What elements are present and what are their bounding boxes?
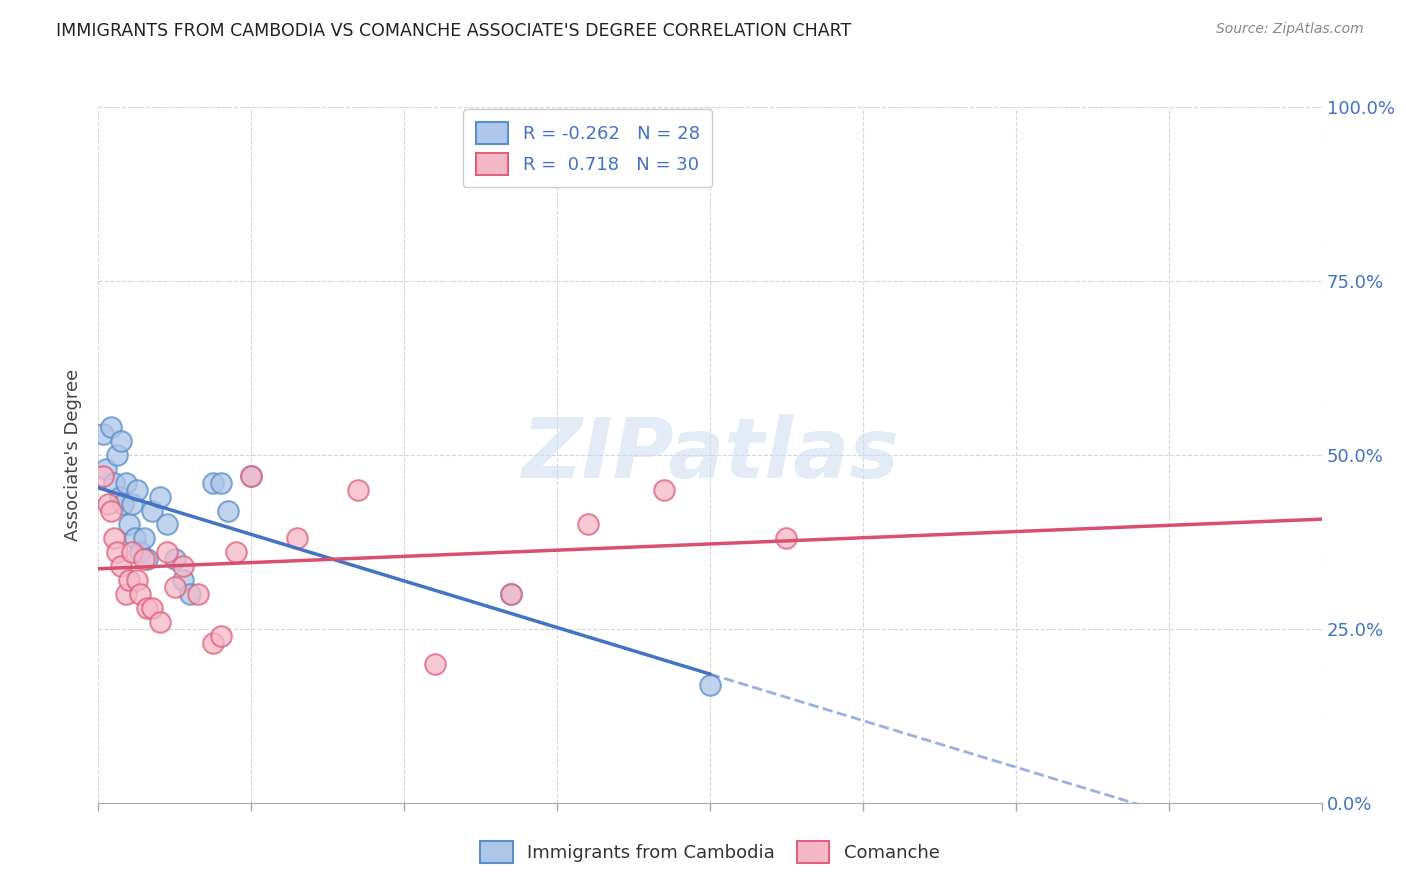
Text: IMMIGRANTS FROM CAMBODIA VS COMANCHE ASSOCIATE'S DEGREE CORRELATION CHART: IMMIGRANTS FROM CAMBODIA VS COMANCHE ASS… [56,22,852,40]
Point [172,573,194,587]
Point [225,545,247,559]
Y-axis label: Associate's Degree: Associate's Degree [65,368,83,541]
Point [136,552,159,566]
Point [108,490,131,504]
Point [501,587,523,601]
Point [136,601,159,615]
Point [141,503,163,517]
Point [134,532,156,546]
Point [163,552,186,566]
Point [118,517,141,532]
Point [202,636,225,650]
Point [134,552,156,566]
Text: Source: ZipAtlas.com: Source: ZipAtlas.com [1216,22,1364,37]
Point [125,573,148,587]
Point [285,532,308,546]
Point [240,468,263,483]
Point [118,573,141,587]
Point [121,545,143,559]
Point [110,434,132,448]
Point [209,475,232,490]
Point [240,468,263,483]
Point [115,587,138,601]
Point [423,657,446,671]
Point [115,475,138,490]
Point [149,490,172,504]
Point [156,517,179,532]
Text: ZIPatlas: ZIPatlas [522,415,898,495]
Point [699,677,721,691]
Point [576,517,599,532]
Point [91,427,114,442]
Point [103,532,125,546]
Point [156,545,179,559]
Point [94,462,117,476]
Point [100,420,122,434]
Point [91,468,114,483]
Point [128,545,150,559]
Point [347,483,370,497]
Point [125,483,148,497]
Point [97,497,120,511]
Point [187,587,209,601]
Point [105,448,128,462]
Point [124,532,146,546]
Point [111,497,134,511]
Point [652,483,675,497]
Point [163,580,186,594]
Point [775,532,797,546]
Point [501,587,523,601]
Point [209,629,232,643]
Legend: Immigrants from Cambodia, Comanche: Immigrants from Cambodia, Comanche [474,834,946,871]
Point [105,545,128,559]
Point [217,503,239,517]
Point [121,497,143,511]
Point [202,475,225,490]
Point [172,559,194,574]
Point [128,587,150,601]
Point [100,503,122,517]
Point [110,559,132,574]
Point [179,587,201,601]
Point [103,475,125,490]
Point [149,615,172,629]
Point [141,601,163,615]
